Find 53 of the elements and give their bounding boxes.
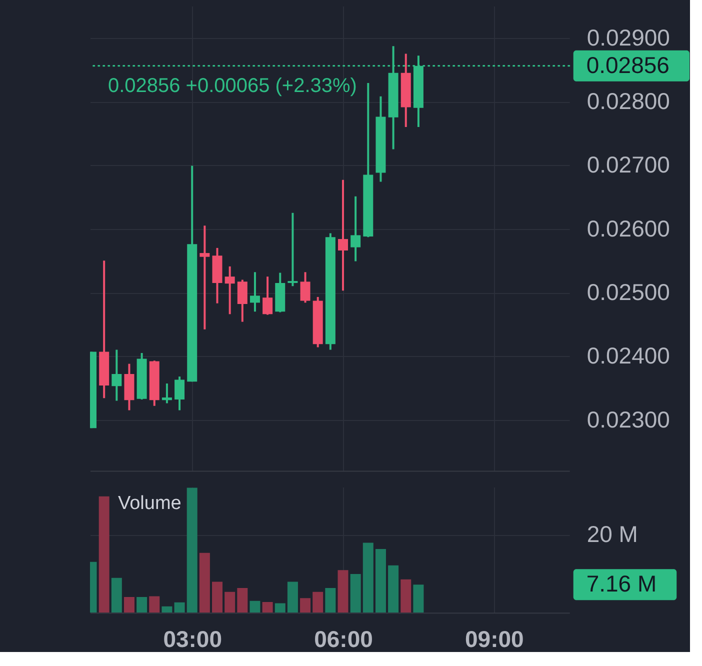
candlestick <box>250 271 260 313</box>
bar <box>111 578 122 613</box>
chart-title: Volume <box>118 492 182 514</box>
bar <box>224 592 236 613</box>
bar <box>325 588 336 613</box>
bar <box>413 584 424 613</box>
candlestick <box>224 265 235 316</box>
bar <box>250 600 260 613</box>
bar <box>186 488 198 613</box>
x-tick-label: 03:00 <box>163 626 222 652</box>
candlestick <box>200 224 210 330</box>
text: 0.02856 +0.00065 (+2.33%) <box>108 75 357 98</box>
y-tick-label: 0.02900 <box>586 24 670 50</box>
candlestick <box>162 382 172 404</box>
bar <box>162 606 172 613</box>
bar <box>149 596 160 613</box>
bar <box>300 598 311 613</box>
y-tick-label: 0.02500 <box>586 279 670 305</box>
x-tick-label: 06:00 <box>314 626 373 652</box>
bar <box>375 549 386 613</box>
candlestick <box>338 178 348 292</box>
bar <box>262 602 273 613</box>
y-tick-label: 20 M <box>586 521 638 548</box>
bar <box>199 552 210 613</box>
bar <box>174 602 185 613</box>
bar <box>400 579 412 613</box>
y-tick-label: 0.02600 <box>586 215 670 242</box>
ref-line-label: 0.02856 <box>586 52 670 78</box>
bar <box>136 596 148 613</box>
y-tick-label: 0.02700 <box>586 152 670 178</box>
text: 7.16 M <box>586 570 657 597</box>
bar <box>274 603 286 613</box>
bar <box>237 588 248 613</box>
bar <box>287 582 298 613</box>
bar <box>388 565 399 613</box>
bar <box>350 574 361 613</box>
bar <box>362 542 374 613</box>
candlestick <box>237 278 248 323</box>
candlestick <box>262 276 273 316</box>
bar <box>124 596 134 613</box>
candlestick <box>300 271 310 304</box>
y-tick-label: 0.02300 <box>586 406 670 432</box>
y-tick-label: 0.02800 <box>586 88 670 114</box>
bar <box>338 570 348 613</box>
candlestick <box>112 348 122 402</box>
candlestick <box>350 195 361 262</box>
bar <box>312 592 324 613</box>
candlestick <box>288 212 298 288</box>
x-tick-label: 09:00 <box>465 626 524 652</box>
bar <box>212 582 223 613</box>
y-tick-label: 0.02400 <box>586 342 670 369</box>
bar <box>98 496 110 613</box>
candlestick <box>174 376 185 412</box>
